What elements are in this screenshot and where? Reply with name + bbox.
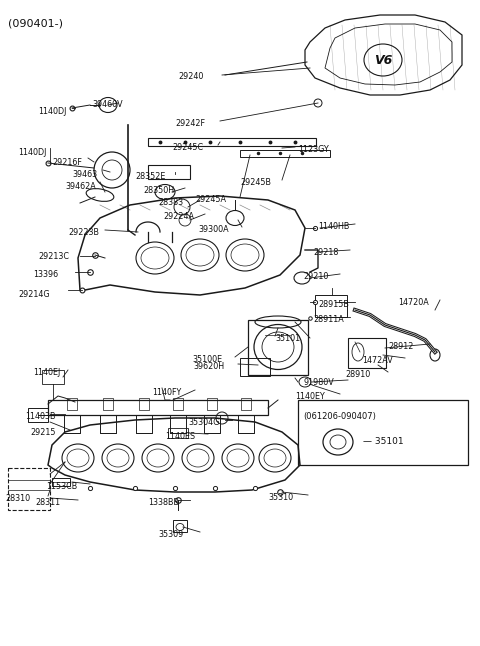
Text: 29215: 29215 — [30, 428, 56, 437]
Text: V6: V6 — [374, 54, 392, 67]
Text: 1338BB: 1338BB — [148, 498, 179, 507]
Text: 28352E: 28352E — [135, 172, 166, 181]
Text: 28912: 28912 — [388, 342, 413, 351]
Text: 29245A: 29245A — [195, 195, 226, 204]
Text: 29245B: 29245B — [240, 178, 271, 187]
Text: 39463: 39463 — [72, 170, 97, 179]
Bar — [238, 415, 254, 433]
Text: 14720A: 14720A — [398, 298, 429, 307]
Text: 29242F: 29242F — [175, 119, 205, 128]
Bar — [100, 415, 116, 433]
Text: 35100E: 35100E — [192, 355, 222, 364]
Bar — [173, 520, 187, 532]
Text: 13396: 13396 — [33, 270, 58, 279]
Text: 39460V: 39460V — [92, 100, 122, 109]
Bar — [64, 415, 80, 433]
Bar — [241, 398, 251, 410]
Text: 28350H: 28350H — [143, 186, 174, 195]
Text: 29218: 29218 — [313, 248, 338, 257]
Text: — 35101: — 35101 — [363, 437, 404, 446]
Text: 1472AV: 1472AV — [362, 356, 393, 365]
Text: 1153CB: 1153CB — [46, 482, 77, 491]
Bar — [207, 398, 217, 410]
Bar — [173, 398, 183, 410]
Bar — [248, 320, 308, 375]
Text: 35304G: 35304G — [188, 418, 219, 427]
Text: 39462A: 39462A — [65, 182, 96, 191]
Text: (061206-090407): (061206-090407) — [303, 412, 376, 421]
Text: 1140EJ: 1140EJ — [33, 368, 60, 377]
Bar — [170, 415, 186, 433]
Text: 28911A: 28911A — [313, 315, 344, 324]
Text: 1140DJ: 1140DJ — [18, 148, 47, 157]
Bar — [28, 408, 48, 422]
Text: 39300A: 39300A — [198, 225, 228, 234]
Text: 28310: 28310 — [5, 494, 30, 503]
Bar — [42, 370, 64, 384]
Bar — [240, 358, 270, 376]
Bar — [48, 400, 268, 415]
Bar — [139, 398, 149, 410]
Text: 29213C: 29213C — [38, 252, 69, 261]
Text: 39620H: 39620H — [193, 362, 224, 371]
Bar — [8, 468, 50, 510]
Bar — [103, 398, 113, 410]
Bar — [315, 295, 347, 317]
Text: 1140DJ: 1140DJ — [38, 107, 66, 116]
Bar — [148, 165, 190, 179]
Text: 29210: 29210 — [303, 272, 328, 281]
Text: (090401-): (090401-) — [8, 18, 63, 28]
Text: 29223B: 29223B — [68, 228, 99, 237]
Text: 1140EY: 1140EY — [295, 392, 325, 401]
Text: 28383: 28383 — [158, 198, 183, 207]
Bar — [136, 415, 152, 433]
Text: 28311: 28311 — [35, 498, 60, 507]
Text: 29224A: 29224A — [163, 212, 194, 221]
Text: 1140HB: 1140HB — [318, 222, 349, 231]
Text: 29245C: 29245C — [172, 143, 203, 152]
Text: 29214G: 29214G — [18, 290, 49, 299]
Text: 1140FY: 1140FY — [152, 388, 181, 397]
Text: 29240: 29240 — [178, 72, 204, 81]
Text: 1140ES: 1140ES — [165, 432, 195, 441]
Text: 29216F: 29216F — [52, 158, 82, 167]
Text: 35309: 35309 — [158, 530, 183, 539]
Text: 35101: 35101 — [275, 334, 300, 343]
Bar — [67, 398, 77, 410]
Text: 91980V: 91980V — [303, 378, 334, 387]
Text: 1123GY: 1123GY — [298, 145, 329, 154]
Bar — [168, 428, 188, 438]
Bar — [348, 338, 386, 368]
Text: 28915B: 28915B — [318, 300, 349, 309]
Bar — [148, 138, 316, 146]
Text: 11403B: 11403B — [25, 412, 56, 421]
Bar — [240, 150, 330, 157]
Bar — [52, 478, 70, 486]
Bar — [204, 415, 220, 433]
Bar — [298, 400, 468, 465]
Text: 35310: 35310 — [268, 493, 293, 502]
Text: 28910: 28910 — [345, 370, 370, 379]
